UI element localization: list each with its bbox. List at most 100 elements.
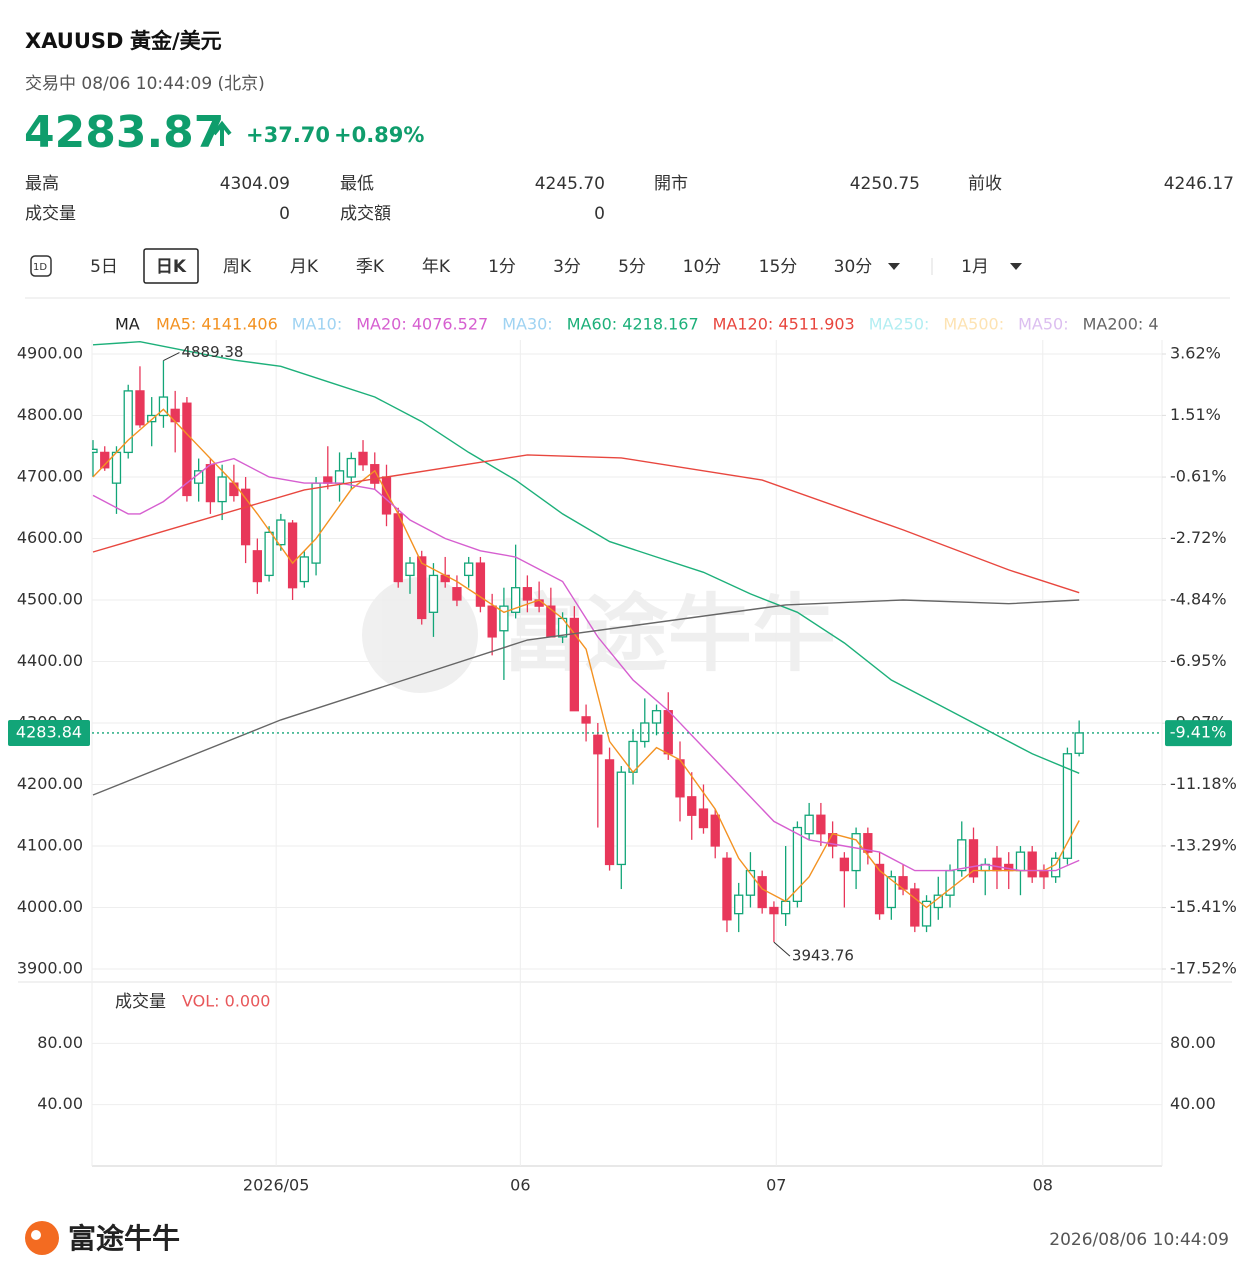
stat-value: 4246.17: [1164, 174, 1234, 194]
candle-body: [170, 408, 180, 423]
volume-title: 成交量: [115, 992, 166, 1012]
candle-body: [734, 894, 744, 915]
y-tick-label: 3900.00: [17, 959, 83, 978]
stat-value: 4304.09: [220, 174, 290, 194]
tab[interactable]: 5分: [618, 257, 646, 277]
tab[interactable]: 年K: [422, 257, 451, 277]
candle-body: [604, 759, 615, 866]
candle-body: [111, 451, 122, 484]
trade-status: 交易中 08/06 10:44:09 (北京): [25, 74, 265, 94]
annotation-leader: [163, 352, 180, 361]
legend-entry[interactable]: MA30:: [502, 315, 553, 334]
y-tick-label: 4200.00: [17, 774, 83, 793]
stat-label: 成交額: [340, 204, 391, 224]
dropdown-caret: [1010, 263, 1022, 270]
last-pct-label: -9.41%: [1170, 723, 1227, 742]
tab[interactable]: 季K: [356, 257, 385, 277]
ma-line: [92, 599, 1080, 796]
candle-body: [499, 605, 509, 632]
y2-tick-label: -0.61%: [1170, 467, 1227, 486]
ma-line: [92, 454, 1080, 594]
tab[interactable]: 周K: [223, 257, 252, 277]
up-arrow: [212, 120, 232, 146]
candle-body: [722, 857, 732, 921]
candle-body: [229, 482, 239, 497]
candle-body: [1062, 753, 1073, 859]
y2-tick-label: -13.29%: [1170, 835, 1237, 854]
candle-body: [287, 522, 298, 589]
tab[interactable]: 1分: [488, 257, 516, 277]
candle-body: [276, 519, 286, 546]
y-tick-label: 4500.00: [17, 590, 83, 609]
candle-body: [147, 414, 157, 423]
candle-body: [757, 876, 767, 909]
stat-label: 最低: [340, 174, 374, 194]
candle-body: [687, 796, 697, 816]
candle-body: [194, 470, 204, 484]
candle-body: [252, 550, 263, 583]
candle-body: [487, 605, 497, 638]
legend-entry[interactable]: MA250:: [869, 315, 930, 334]
legend-entry[interactable]: MA500:: [943, 315, 1004, 334]
volume-label: VOL: 0.000: [182, 992, 270, 1011]
candle-body: [640, 722, 650, 743]
tab[interactable]: 15分: [759, 257, 798, 277]
candle-body: [957, 839, 967, 872]
y2-tick-label: -2.72%: [1170, 528, 1227, 547]
candle-body: [264, 531, 274, 577]
last-price-label: 4283.84: [16, 722, 82, 741]
watermark-icon: [362, 577, 478, 693]
y-tick-label: 4800.00: [17, 405, 83, 424]
y2-tick-label: 1.51%: [1170, 405, 1221, 424]
candle-body: [158, 396, 169, 417]
stat-value: 4245.70: [535, 174, 605, 194]
x-tick-label: 08: [1033, 1176, 1053, 1195]
tab[interactable]: 日K: [156, 257, 187, 277]
candle-body: [123, 390, 133, 454]
candle-body: [910, 888, 920, 927]
legend-entry[interactable]: MA20: 4076.527: [356, 315, 488, 334]
legend-entry[interactable]: MA200: 4: [1083, 315, 1159, 334]
y2-tick-label: -4.84%: [1170, 590, 1227, 609]
candle-body: [874, 863, 885, 915]
tab[interactable]: 10分: [683, 257, 722, 277]
legend-entry[interactable]: MA50:: [1018, 315, 1069, 334]
brand: 富途牛牛: [68, 1222, 180, 1255]
candle-body: [581, 716, 591, 724]
tab[interactable]: 月K: [290, 257, 319, 277]
candle-body: [792, 826, 803, 902]
stats: 最高 4304.09 最低 4245.70 開市 4250.75 前收 4246.17 成交量 0…: [25, 174, 1234, 224]
candle-body: [569, 617, 579, 712]
volume-tick-label-right: 80.00: [1170, 1033, 1216, 1052]
watermark: 富途牛牛: [362, 577, 836, 693]
annotation-leader: [773, 941, 791, 957]
stat-value: 4250.75: [850, 174, 920, 194]
timestamp: 2026/08/06 10:44:09: [1049, 1230, 1229, 1250]
candle-body: [92, 448, 98, 454]
tab[interactable]: 1月: [961, 257, 989, 277]
candle-body: [381, 476, 392, 515]
candle-body: [816, 814, 826, 835]
legend-entry[interactable]: MA120: 4511.903: [713, 315, 855, 334]
candle-body: [334, 470, 345, 484]
legend-entry[interactable]: MA5: 4141.406: [156, 315, 278, 334]
candle-body: [933, 894, 943, 909]
last-price-box: [8, 719, 90, 746]
volume-tick-label-right: 40.00: [1170, 1094, 1216, 1113]
ma-line: [92, 408, 1080, 909]
tab[interactable]: 3分: [553, 257, 581, 277]
candle-body: [710, 814, 720, 847]
plot: [92, 340, 1084, 943]
tab[interactable]: 5日: [90, 257, 118, 277]
tab[interactable]: 30分: [834, 257, 873, 277]
brand-icon-eye: [31, 1230, 41, 1240]
legend-entry[interactable]: MA60: 4218.167: [567, 315, 699, 334]
annotation: 3943.76: [792, 947, 854, 965]
chart: 4900.00 4800.00 4700.00 4600.00 4500.00 4400.…: [8, 315, 1237, 1195]
annotation: 4889.38: [181, 343, 243, 361]
candle-body: [968, 839, 979, 878]
y2-tick-label: -15.41%: [1170, 897, 1237, 916]
legend-entry[interactable]: MA10:: [292, 315, 343, 334]
tab[interactable]: 1D: [33, 262, 47, 273]
candle-body: [992, 857, 1002, 872]
